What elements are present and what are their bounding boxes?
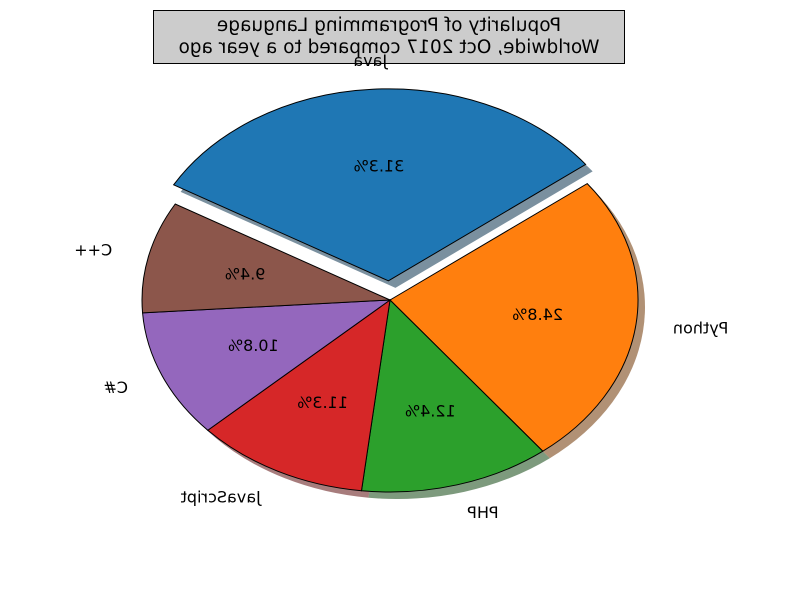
percent-label-c-: 9.4%	[225, 264, 266, 283]
category-label-php: PHP	[467, 503, 499, 522]
category-label-javascript: JavaScript	[181, 487, 262, 506]
category-label-c-: C#	[103, 378, 128, 397]
pie-slice-php	[360, 298, 544, 493]
percent-label-c-: 10.8%	[228, 336, 279, 355]
percent-label-javascript: 11.3%	[297, 393, 348, 412]
pie-slice-c-	[142, 299, 392, 431]
percent-label-php: 12.4%	[405, 401, 456, 420]
percent-label-java: 31.3%	[354, 156, 405, 175]
pie-slice-c-	[141, 203, 391, 314]
percent-label-python: 24.8%	[512, 305, 563, 324]
pie-slice-javascript	[206, 298, 391, 492]
pie-slice-java	[172, 88, 587, 282]
pie-slice-python	[389, 182, 639, 452]
category-label-python: Python	[673, 319, 728, 338]
category-label-c-: C++	[74, 241, 112, 260]
category-label-java: Java	[353, 51, 388, 70]
